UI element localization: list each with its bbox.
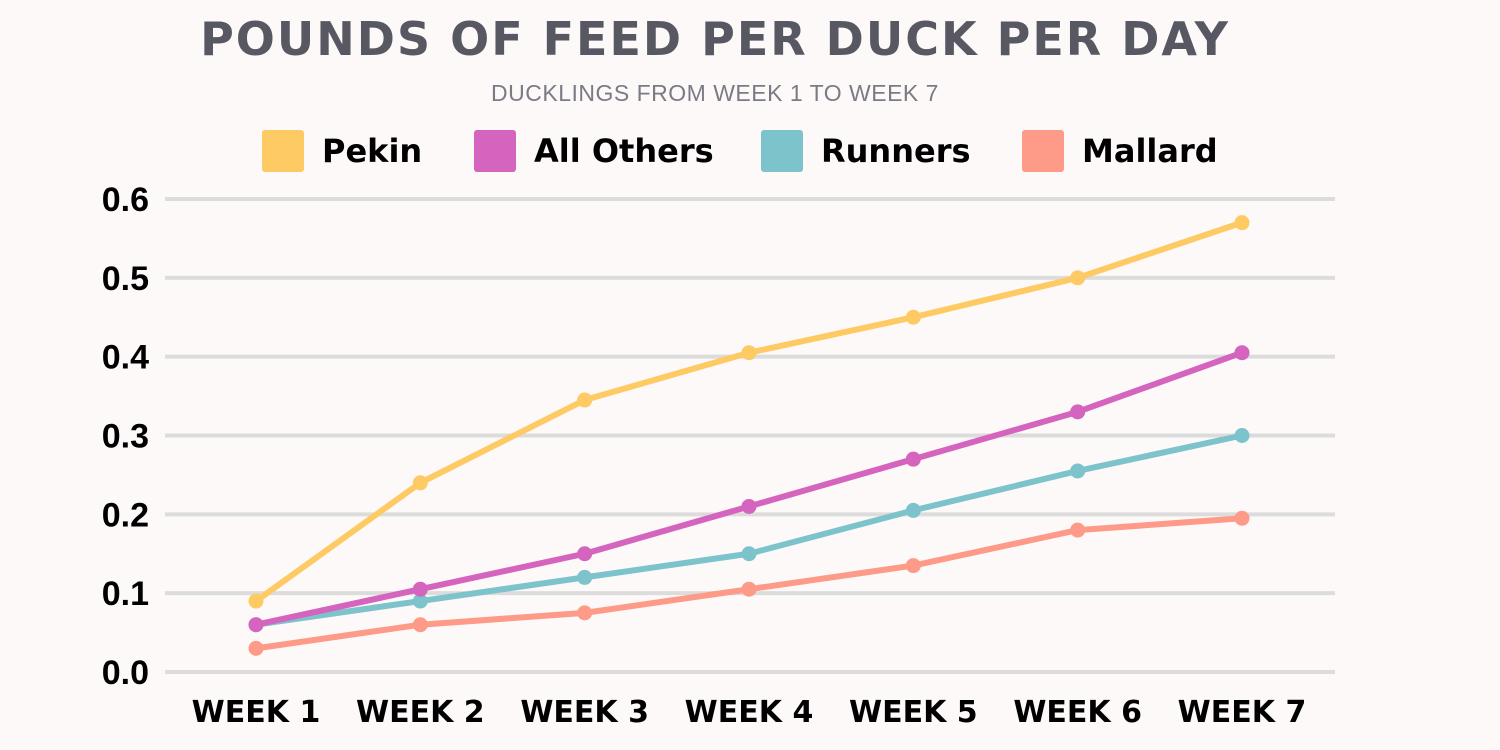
- x-tick-label: WEEK 4: [685, 695, 814, 730]
- data-point-pekin: [412, 475, 428, 491]
- series-all-others: [248, 345, 1250, 633]
- y-tick-label: 0.1: [102, 575, 149, 613]
- legend-swatch-runners: [761, 130, 803, 172]
- legend-swatch-all-others: [474, 130, 516, 172]
- data-point-pekin: [1234, 215, 1250, 231]
- data-point-mallard: [248, 640, 264, 656]
- legend-label-runners: Runners: [821, 132, 971, 170]
- gridlines: [165, 197, 1335, 674]
- data-point-all-others: [1234, 345, 1250, 361]
- legend-label-mallard: Mallard: [1082, 132, 1218, 170]
- data-point-mallard: [1070, 522, 1086, 538]
- data-point-all-others: [412, 581, 428, 597]
- series-pekin: [248, 215, 1250, 609]
- data-point-pekin: [905, 309, 921, 325]
- data-point-pekin: [741, 345, 757, 361]
- data-point-mallard: [741, 581, 757, 597]
- x-tick-label: WEEK 6: [1013, 695, 1142, 730]
- chart-legend: Pekin All Others Runners Mallard: [0, 128, 1500, 174]
- legend-label-pekin: Pekin: [322, 132, 423, 170]
- data-point-all-others: [741, 498, 757, 514]
- data-point-runners: [905, 502, 921, 518]
- data-point-all-others: [905, 451, 921, 467]
- series-runners: [248, 428, 1250, 633]
- x-tick-label: WEEK 5: [849, 695, 978, 730]
- data-point-runners: [1234, 428, 1250, 443]
- data-point-mallard: [577, 605, 593, 621]
- data-point-runners: [412, 593, 428, 609]
- data-point-pekin: [248, 593, 264, 609]
- y-tick-label: 0.6: [102, 181, 149, 219]
- data-point-mallard: [412, 617, 428, 633]
- data-point-runners: [1070, 463, 1086, 479]
- data-point-all-others: [248, 617, 264, 633]
- chart-title: POUNDS OF FEED PER DUCK PER DAY: [200, 12, 1230, 66]
- data-point-runners: [577, 569, 593, 585]
- y-tick-label: 0.3: [102, 418, 149, 456]
- legend-swatch-mallard: [1022, 130, 1064, 172]
- y-tick-label: 0.4: [102, 339, 149, 377]
- chart-subtitle: DUCKLINGS FROM WEEK 1 TO WEEK 7: [491, 80, 939, 106]
- y-tick-label: 0.0: [102, 654, 149, 692]
- y-tick-label: 0.5: [102, 260, 149, 298]
- x-axis-ticks: WEEK 1 WEEK 2 WEEK 3 WEEK 4 WEEK 5 WEEK 6 WEEK…: [192, 695, 1307, 730]
- x-tick-label: WEEK 7: [1178, 695, 1307, 730]
- x-tick-label: WEEK 2: [356, 695, 485, 730]
- x-tick-label: WEEK 1: [192, 695, 321, 730]
- data-point-pekin: [1070, 270, 1086, 286]
- legend-label-all-others: All Others: [534, 132, 714, 170]
- data-point-pekin: [577, 392, 593, 408]
- y-axis-ticks: 0.0 0.1 0.2 0.3 0.4 0.5 0.6: [102, 181, 149, 692]
- data-point-mallard: [905, 558, 921, 574]
- y-tick-label: 0.2: [102, 496, 149, 534]
- data-point-runners: [741, 546, 757, 562]
- series-mallard: [248, 510, 1250, 656]
- x-tick-label: WEEK 3: [520, 695, 649, 730]
- data-point-mallard: [1234, 510, 1250, 526]
- data-point-all-others: [577, 546, 593, 562]
- data-point-all-others: [1070, 404, 1086, 420]
- legend-swatch-pekin: [262, 130, 304, 172]
